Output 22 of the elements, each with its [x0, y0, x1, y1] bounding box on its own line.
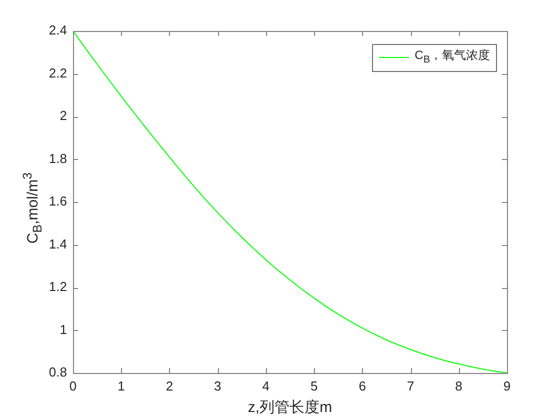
x-tick-label: 3 [214, 378, 222, 394]
y-tick-label: 1 [60, 322, 67, 337]
y-tick-label: 1.2 [48, 279, 67, 294]
y-tick-label: 1.4 [48, 236, 67, 252]
y-tick-label: 2 [60, 108, 67, 124]
legend-label: C$_{B}$，氧气浓度 [414, 48, 490, 68]
x-tick-label: 6 [358, 378, 366, 394]
y-tick-label: 2.2 [48, 65, 67, 80]
x-tick-label: 2 [166, 378, 174, 394]
x-tick-label: 0 [69, 378, 77, 394]
x-tick-label: 1 [118, 378, 125, 394]
y-tick-label: 2.4 [48, 22, 67, 38]
y-tick-label: 1.6 [48, 194, 67, 209]
x-tick-label: 4 [262, 378, 270, 394]
y-tick-label: 1.8 [48, 150, 67, 166]
x-axis-title: z,列管长度m [248, 399, 332, 416]
x-tick-label: 7 [406, 378, 414, 394]
x-tick-label: 9 [503, 378, 511, 394]
x-tick-label: 5 [310, 378, 318, 394]
x-tick-label: 8 [455, 378, 462, 394]
line-series [73, 31, 507, 373]
y-tick-label: 0.8 [48, 364, 67, 380]
